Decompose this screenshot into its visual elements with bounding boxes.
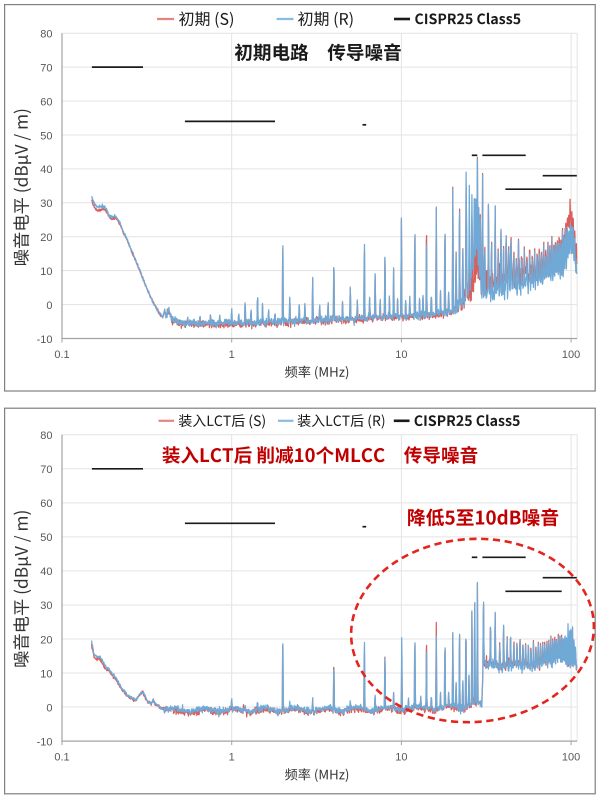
svg-text:60: 60 (40, 96, 52, 108)
svg-text:80: 80 (40, 29, 52, 41)
svg-text:70: 70 (40, 62, 52, 74)
svg-text:80: 80 (40, 430, 52, 442)
svg-text:40: 40 (40, 164, 52, 176)
svg-text:30: 30 (40, 198, 52, 210)
svg-text:70: 70 (40, 464, 52, 476)
svg-text:50: 50 (40, 532, 52, 544)
svg-text:10: 10 (40, 668, 52, 680)
svg-text:-10: -10 (37, 334, 53, 346)
svg-text:0.1: 0.1 (54, 349, 69, 361)
svg-text:1: 1 (229, 349, 235, 361)
svg-text:-10: -10 (37, 736, 53, 748)
svg-text:100: 100 (562, 349, 580, 361)
svg-text:0: 0 (46, 702, 52, 714)
svg-text:60: 60 (40, 498, 52, 510)
svg-text:0.1: 0.1 (54, 751, 69, 763)
svg-text:0: 0 (46, 300, 52, 312)
svg-text:20: 20 (40, 232, 52, 244)
svg-text:20: 20 (40, 634, 52, 646)
svg-text:10: 10 (40, 266, 52, 278)
svg-text:50: 50 (40, 130, 52, 142)
svg-text:30: 30 (40, 600, 52, 612)
svg-text:10: 10 (395, 751, 407, 763)
svg-text:1: 1 (229, 751, 235, 763)
svg-text:100: 100 (562, 751, 580, 763)
svg-text:10: 10 (395, 349, 407, 361)
svg-text:40: 40 (40, 566, 52, 578)
